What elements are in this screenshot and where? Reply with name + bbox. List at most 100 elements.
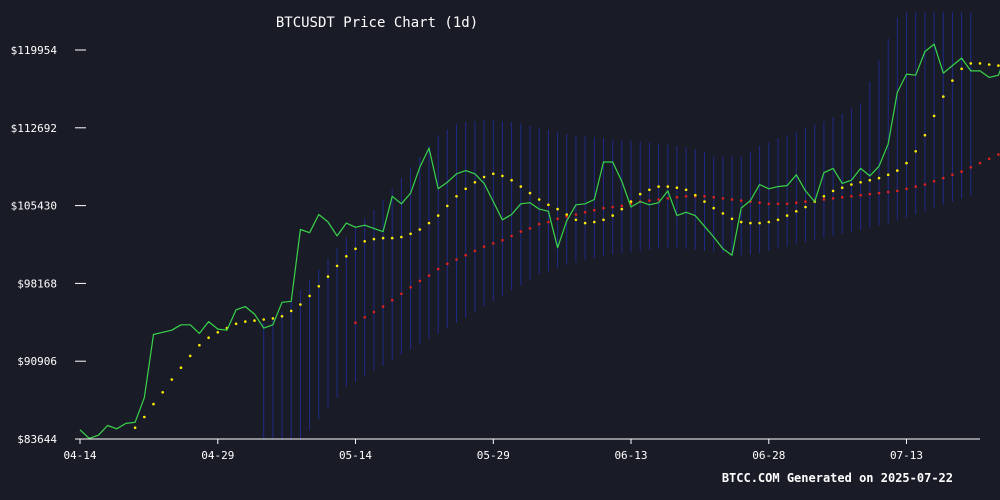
long-ma-point <box>519 230 523 233</box>
long-ma-point <box>822 198 826 201</box>
long-ma-point <box>510 234 513 238</box>
long-ma-point <box>767 202 771 206</box>
chart-title: BTCUSDT Price Chart (1d) <box>276 15 478 31</box>
long-ma-point <box>648 199 651 202</box>
short-ma-point <box>363 240 367 243</box>
long-ma-point <box>923 183 927 186</box>
short-ma-point <box>905 161 908 165</box>
short-ma-point <box>262 318 266 321</box>
long-ma-point <box>758 201 761 204</box>
short-ma-point <box>335 264 339 268</box>
long-ma-point <box>785 202 789 206</box>
short-ma-point <box>785 214 789 217</box>
long-ma-point <box>776 202 780 206</box>
short-ma-point <box>914 150 917 153</box>
short-ma-point <box>547 203 550 207</box>
short-ma-point <box>730 217 734 221</box>
short-ma-point <box>831 189 835 193</box>
short-ma-point <box>556 207 559 211</box>
short-ma-point <box>611 214 614 217</box>
short-ma-point <box>207 336 210 340</box>
short-ma-point <box>161 391 164 394</box>
short-ma-point <box>859 181 862 184</box>
short-ma-point <box>565 213 568 216</box>
long-ma-point <box>400 292 403 296</box>
long-ma-point <box>997 153 1000 156</box>
long-ma-point <box>354 321 357 325</box>
short-ma-point <box>987 63 991 66</box>
y-tick-label: $119954 <box>11 44 58 57</box>
short-ma-point <box>143 415 146 419</box>
short-ma-point <box>179 366 183 370</box>
short-ma-point <box>620 207 624 211</box>
short-ma-point <box>528 191 532 195</box>
long-ma-point <box>666 197 670 200</box>
long-ma-point <box>951 173 954 177</box>
long-ma-point <box>455 258 458 261</box>
long-ma-point <box>611 205 614 209</box>
short-ma-point <box>289 309 293 313</box>
short-ma-point <box>896 169 899 172</box>
x-tick-label: 05-29 <box>477 449 510 462</box>
long-ma-point <box>960 170 963 173</box>
short-ma-point <box>657 185 660 188</box>
series-layer <box>79 43 1000 439</box>
short-ma-point <box>923 133 927 137</box>
short-ma-point <box>198 343 201 347</box>
short-ma-point <box>326 275 330 278</box>
long-ma-point <box>905 187 908 191</box>
long-ma-point <box>675 196 679 199</box>
long-ma-point <box>859 193 862 197</box>
short-ma-point <box>317 285 321 288</box>
long-ma-point <box>942 176 945 180</box>
short-ma-point <box>400 235 403 239</box>
long-ma-point <box>739 199 743 202</box>
x-tick-label: 06-28 <box>752 449 785 462</box>
long-ma-point <box>703 195 706 198</box>
x-tick-label: 04-14 <box>63 449 96 462</box>
long-ma-point <box>482 245 486 248</box>
y-tick-label: $83644 <box>17 433 57 446</box>
long-ma-point <box>877 191 881 195</box>
long-ma-point <box>712 196 715 199</box>
short-ma-point <box>942 95 945 98</box>
short-ma-point <box>969 62 973 65</box>
short-ma-point <box>455 195 458 198</box>
long-ma-point <box>987 157 991 161</box>
y-tick-label: $105430 <box>11 200 57 213</box>
short-ma-point <box>739 220 743 224</box>
short-ma-point <box>703 200 706 203</box>
short-ma-point <box>492 172 495 176</box>
short-ma-point <box>602 218 605 222</box>
short-ma-point <box>795 210 798 213</box>
long-ma-point <box>556 217 559 221</box>
price-line <box>79 43 1000 439</box>
x-tick-label: 07-13 <box>890 449 923 462</box>
long-ma-point <box>730 198 734 201</box>
long-ma-point <box>896 189 899 193</box>
short-ma-point <box>675 186 679 189</box>
short-ma-point <box>464 187 468 191</box>
long-ma-point <box>657 198 660 201</box>
long-ma-point <box>804 200 807 203</box>
short-ma-point <box>418 228 422 231</box>
short-ma-point <box>712 206 715 210</box>
short-ma-point <box>951 79 954 82</box>
long-ma-point <box>501 238 504 242</box>
long-ma-point <box>381 305 385 308</box>
short-ma-dots <box>133 62 1000 430</box>
long-ma-point <box>427 274 431 277</box>
long-ma-dots <box>354 153 1000 325</box>
short-ma-point <box>427 221 431 225</box>
short-ma-point <box>822 195 826 198</box>
long-ma-point <box>446 262 449 266</box>
y-tick-label: $90906 <box>17 355 57 368</box>
short-ma-point <box>932 114 936 118</box>
short-ma-point <box>877 176 881 180</box>
short-ma-point <box>216 331 220 334</box>
short-ma-point <box>473 181 477 184</box>
short-ma-point <box>271 317 275 320</box>
short-ma-point <box>583 221 587 225</box>
long-ma-point <box>473 249 477 253</box>
long-ma-point <box>969 166 973 169</box>
